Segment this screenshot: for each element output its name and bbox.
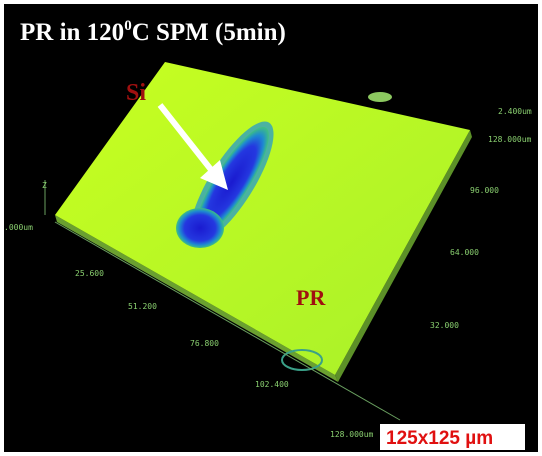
- axis-label: Z: [42, 181, 47, 190]
- tick-label: 2.400um: [498, 107, 532, 116]
- title-text: C SPM (5min): [132, 19, 286, 46]
- tick-label: 51.200: [128, 302, 157, 311]
- title: PR in 1200C SPM (5min): [20, 18, 286, 46]
- tick-label: 64.000: [450, 248, 479, 257]
- tick-label: 76.800: [190, 339, 219, 348]
- tick-label: 128.000um: [488, 135, 532, 144]
- title-sup: 0: [124, 18, 132, 34]
- axis-label: .000um: [4, 223, 33, 232]
- defect: [368, 92, 392, 102]
- tick-label: 32.000: [430, 321, 459, 330]
- title-text: PR in 120: [20, 19, 124, 46]
- tick-label: 25.600: [75, 269, 104, 278]
- microscope-view: Z .000um 2.400um 128.000um 96.000 64.000 32.…: [0, 0, 542, 456]
- tick-label: 96.000: [470, 186, 499, 195]
- pr-label: PR: [296, 285, 326, 310]
- scale-label: 125x125 µm: [386, 428, 493, 449]
- si-label: Si: [126, 80, 146, 106]
- tick-label: 102.400: [255, 380, 289, 389]
- tick-label: 128.000um: [330, 430, 374, 439]
